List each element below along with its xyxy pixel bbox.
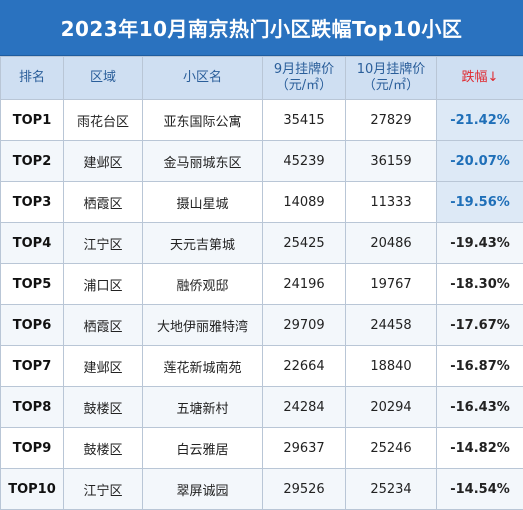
cell-drop: -17.67% — [437, 305, 523, 346]
cell-drop: -14.82% — [437, 428, 523, 469]
cell-sep-price: 24196 — [263, 264, 346, 305]
header-oct-price-label: 10月挂牌价 — [346, 62, 436, 78]
cell-oct-price: 25246 — [346, 428, 437, 469]
cell-oct-price: 18840 — [346, 346, 437, 387]
header-drop: 跌幅↓ — [437, 57, 523, 100]
cell-district: 栖霞区 — [64, 182, 143, 223]
cell-drop: -19.43% — [437, 223, 523, 264]
header-rank: 排名 — [1, 57, 64, 100]
header-sep-price: 9月挂牌价 （元/㎡） — [263, 57, 346, 100]
cell-drop: -18.30% — [437, 264, 523, 305]
cell-oct-price: 19767 — [346, 264, 437, 305]
cell-drop: -19.56% — [437, 182, 523, 223]
cell-oct-price: 36159 — [346, 141, 437, 182]
cell-sep-price: 22664 — [263, 346, 346, 387]
cell-oct-price: 11333 — [346, 182, 437, 223]
cell-sep-price: 29709 — [263, 305, 346, 346]
table-row: TOP3 栖霞区 摄山星城 14089 11333 -19.56% — [1, 182, 523, 223]
table-row: TOP5 浦口区 融侨观邸 24196 19767 -18.30% — [1, 264, 523, 305]
table-row: TOP7 建邺区 莲花新城南苑 22664 18840 -16.87% — [1, 346, 523, 387]
cell-district: 鼓楼区 — [64, 428, 143, 469]
cell-rank: TOP9 — [1, 428, 64, 469]
header-oct-price: 10月挂牌价 （元/㎡） — [346, 57, 437, 100]
header-sep-price-label: 9月挂牌价 — [263, 62, 345, 78]
cell-rank: TOP8 — [1, 387, 64, 428]
cell-district: 浦口区 — [64, 264, 143, 305]
cell-rank: TOP6 — [1, 305, 64, 346]
cell-drop: -14.54% — [437, 469, 523, 510]
cell-sep-price: 24284 — [263, 387, 346, 428]
cell-sep-price: 45239 — [263, 141, 346, 182]
cell-oct-price: 27829 — [346, 100, 437, 141]
cell-rank: TOP10 — [1, 469, 64, 510]
cell-drop: -16.87% — [437, 346, 523, 387]
cell-district: 江宁区 — [64, 223, 143, 264]
cell-district: 江宁区 — [64, 469, 143, 510]
cell-estate: 大地伊丽雅特湾 — [143, 305, 263, 346]
cell-rank: TOP1 — [1, 100, 64, 141]
ranking-table: 排名 区域 小区名 9月挂牌价 （元/㎡） 10月挂牌价 （元/㎡） 跌幅↓ T… — [0, 56, 523, 510]
header-oct-price-unit: （元/㎡） — [346, 78, 436, 94]
cell-rank: TOP2 — [1, 141, 64, 182]
cell-district: 栖霞区 — [64, 305, 143, 346]
cell-estate: 白云雅居 — [143, 428, 263, 469]
cell-sep-price: 14089 — [263, 182, 346, 223]
table-row: TOP4 江宁区 天元吉第城 25425 20486 -19.43% — [1, 223, 523, 264]
cell-drop: -20.07% — [437, 141, 523, 182]
table-row: TOP8 鼓楼区 五塘新村 24284 20294 -16.43% — [1, 387, 523, 428]
cell-estate: 亚东国际公寓 — [143, 100, 263, 141]
cell-sep-price: 25425 — [263, 223, 346, 264]
table-row: TOP9 鼓楼区 白云雅居 29637 25246 -14.82% — [1, 428, 523, 469]
cell-district: 鼓楼区 — [64, 387, 143, 428]
table-row: TOP1 雨花台区 亚东国际公寓 35415 27829 -21.42% — [1, 100, 523, 141]
cell-estate: 翠屏诚园 — [143, 469, 263, 510]
cell-estate: 摄山星城 — [143, 182, 263, 223]
table-row: TOP2 建邺区 金马丽城东区 45239 36159 -20.07% — [1, 141, 523, 182]
cell-rank: TOP5 — [1, 264, 64, 305]
cell-oct-price: 20486 — [346, 223, 437, 264]
cell-estate: 融侨观邸 — [143, 264, 263, 305]
cell-sep-price: 35415 — [263, 100, 346, 141]
cell-oct-price: 20294 — [346, 387, 437, 428]
cell-rank: TOP3 — [1, 182, 64, 223]
cell-rank: TOP4 — [1, 223, 64, 264]
page-title: 2023年10月南京热门小区跌幅Top10小区 — [0, 0, 523, 56]
cell-drop: -16.43% — [437, 387, 523, 428]
table-header-row: 排名 区域 小区名 9月挂牌价 （元/㎡） 10月挂牌价 （元/㎡） 跌幅↓ — [1, 57, 523, 100]
cell-estate: 莲花新城南苑 — [143, 346, 263, 387]
cell-district: 雨花台区 — [64, 100, 143, 141]
cell-estate: 五塘新村 — [143, 387, 263, 428]
cell-oct-price: 24458 — [346, 305, 437, 346]
cell-sep-price: 29526 — [263, 469, 346, 510]
cell-rank: TOP7 — [1, 346, 64, 387]
cell-estate: 金马丽城东区 — [143, 141, 263, 182]
cell-sep-price: 29637 — [263, 428, 346, 469]
header-sep-price-unit: （元/㎡） — [263, 78, 345, 94]
cell-oct-price: 25234 — [346, 469, 437, 510]
header-district: 区域 — [64, 57, 143, 100]
cell-district: 建邺区 — [64, 141, 143, 182]
cell-district: 建邺区 — [64, 346, 143, 387]
cell-estate: 天元吉第城 — [143, 223, 263, 264]
cell-drop: -21.42% — [437, 100, 523, 141]
table-row: TOP10 江宁区 翠屏诚园 29526 25234 -14.54% — [1, 469, 523, 510]
table-row: TOP6 栖霞区 大地伊丽雅特湾 29709 24458 -17.67% — [1, 305, 523, 346]
header-estate: 小区名 — [143, 57, 263, 100]
